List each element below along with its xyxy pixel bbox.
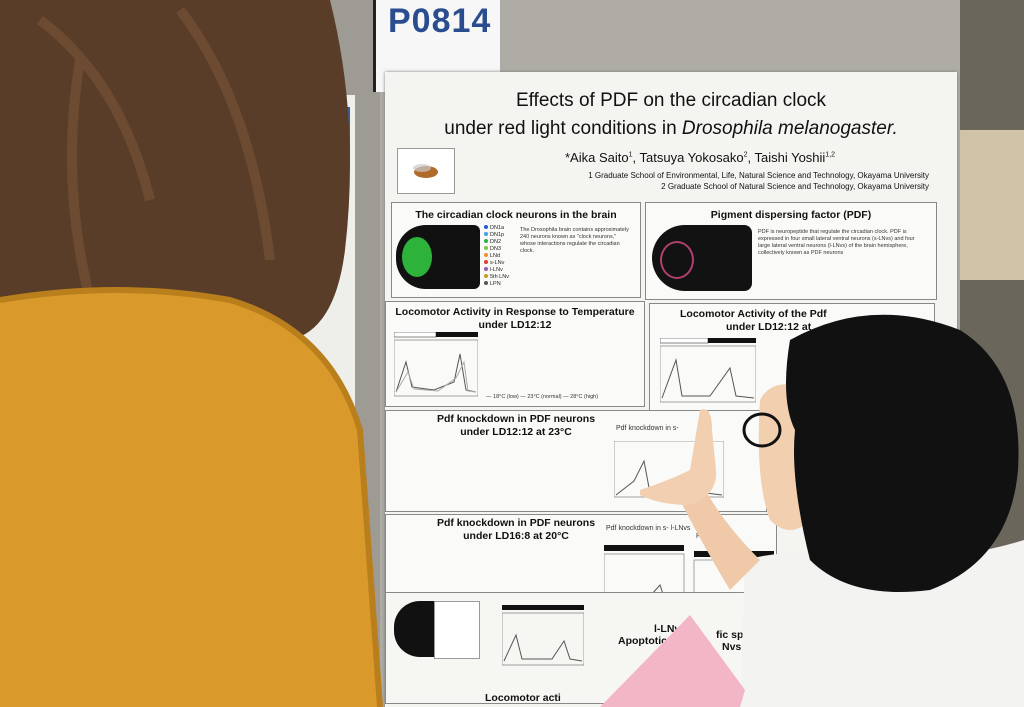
legend-label: 5th LNv: [490, 274, 509, 280]
poster-title-species: Drosophila melanogaster.: [681, 118, 898, 139]
legend-item: DN2: [484, 239, 516, 246]
fly: [413, 164, 438, 178]
author: Tatsuya Yokosako: [639, 150, 744, 165]
poster-title: under red light conditions in: [444, 118, 682, 139]
author-affiliation: 1,2: [825, 151, 836, 159]
pink-handout: [600, 615, 745, 707]
actogram: [660, 338, 756, 403]
legend-label: LPN: [490, 281, 501, 287]
plot-title: Pdf knockdown in s-: [616, 425, 679, 432]
legend-swatch: [484, 281, 488, 285]
section-heading: under LD12:12 at 23°C: [460, 426, 572, 438]
plot-legend: — 18°C (low) — 23°C (normal) — 28°C (hig…: [486, 394, 598, 400]
poster-number: P0814: [388, 2, 492, 40]
legend-label: DN3: [490, 246, 502, 252]
legend-item: — 18°C (low): [486, 394, 519, 400]
section-heading: under LD12:12 at: [726, 321, 812, 333]
legend-item: DN3: [484, 246, 516, 253]
arm: [680, 480, 760, 590]
neuron-legend: DN1a DN1p DN2 DN3 LNd s-LNv l-LNv 5th LNv LPN: [484, 225, 516, 288]
legend-item: l-LNv: [484, 267, 516, 274]
legend-swatch: [484, 274, 488, 278]
legend-label: DN2: [490, 239, 502, 245]
brain-image: [396, 225, 480, 289]
section-heading: The circadian clock neurons in the brain: [415, 209, 617, 221]
fly-image: [397, 148, 455, 194]
brain-stain: [402, 237, 432, 277]
author-affiliation: 2: [743, 151, 748, 159]
section-text: PDF is neuropeptide that regulate the ci…: [758, 229, 915, 256]
glasses: [742, 412, 782, 448]
legend-swatch: [484, 225, 488, 229]
section-text: The Drosophila brain contains approximat…: [520, 227, 629, 254]
author: *Aika Saito: [565, 150, 629, 165]
affiliation: 1 Graduate School of Environmental, Life…: [588, 171, 929, 180]
legend-item: — 28°C (high): [563, 394, 599, 400]
plot-title: Pdf knockdown in s- l-LNvs: [606, 525, 691, 532]
poster-title: Effects of PDF on the circadian clock: [515, 90, 827, 111]
section-heading: under LD12:12: [478, 319, 552, 331]
section-heading: Pdf knockdown in PDF neurons: [436, 413, 596, 425]
hair-strands: [36, 6, 275, 302]
legend-swatch: [484, 267, 488, 271]
brain-diagram: [434, 601, 480, 659]
section-heading: Locomotor acti: [485, 692, 561, 704]
legend-label: DN1a: [490, 225, 505, 231]
legend-swatch: [484, 239, 488, 243]
section-heading: Pigment dispersing factor (PDF): [710, 209, 872, 221]
legend-item: DN1p: [484, 232, 516, 239]
legend-item: — 23°C (normal): [520, 394, 562, 400]
panel: The circadian clock neurons in the brain…: [391, 202, 641, 298]
legend-item: LPN: [484, 281, 516, 288]
authors: *Aika Saito1, Tatsuya Yokosako2, Taishi …: [565, 150, 836, 165]
poster-title: under red light conditions in Drosophila…: [385, 118, 957, 140]
actogram: [502, 605, 584, 666]
actogram: [394, 332, 478, 397]
legend-item: s-LNv: [484, 260, 516, 267]
sweater: [0, 290, 380, 707]
section-heading: Pdf knockdown in PDF neurons: [436, 517, 596, 529]
legend-label: DN1p: [490, 232, 505, 238]
author: Taishi Yoshii: [754, 150, 826, 165]
pdf-brain-image: [652, 225, 752, 291]
hand: [640, 409, 717, 505]
legend-swatch: [484, 232, 488, 236]
legend-label: l-LNv: [490, 267, 503, 273]
panel: Locomotor Activity in Response to Temper…: [385, 301, 645, 407]
section-heading: under LD16:8 at 20°C: [463, 530, 569, 542]
hair-black: [786, 314, 1019, 592]
section-heading: Locomotor Activity of the Pdf: [680, 308, 827, 320]
legend-item: 5th LNv: [484, 274, 516, 281]
legend-swatch: [484, 253, 488, 257]
legend-item: DN1a: [484, 225, 516, 232]
affiliation: 2 Graduate School of Natural Science and…: [661, 182, 929, 191]
legend-swatch: [484, 260, 488, 264]
shirt: [740, 540, 1024, 707]
pdf-stain: [660, 241, 694, 279]
section-heading: Locomotor Activity in Response to Temper…: [395, 306, 635, 318]
legend-item: LNd: [484, 253, 516, 260]
section-heading: Apoptotic: [618, 635, 667, 647]
legend-swatch: [484, 246, 488, 250]
legend-label: s-LNv: [490, 260, 505, 266]
sweater-edge: [0, 287, 383, 707]
legend-label: LNd: [490, 253, 501, 259]
author-affiliation: 1: [628, 151, 633, 159]
panel: Pigment dispersing factor (PDF) PDF is n…: [645, 202, 937, 300]
wall-panel: [960, 130, 1024, 280]
